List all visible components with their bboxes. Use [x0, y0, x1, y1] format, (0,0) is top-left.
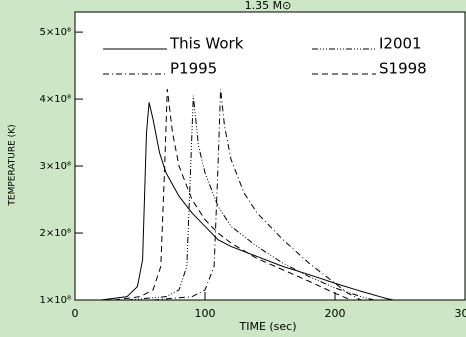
series-line — [126, 95, 375, 301]
series-line — [100, 102, 394, 301]
y-tick-label: 3×10⁸ — [40, 161, 71, 172]
series-line — [113, 88, 349, 301]
legend-label: P1995 — [170, 60, 217, 78]
x-tick-label: 200 — [325, 307, 346, 320]
x-axis-label: TIME (sec) — [238, 320, 296, 333]
legend-label: I2001 — [379, 35, 422, 53]
legend-label: S1998 — [379, 60, 427, 78]
x-tick-label: 300 — [455, 307, 466, 320]
y-tick-label: 4×10⁸ — [40, 94, 71, 105]
chart-title: 1.35 M⊙ — [245, 0, 292, 12]
x-tick-label: 0 — [72, 307, 79, 320]
y-tick-label: 1×10⁸ — [40, 295, 71, 306]
x-tick-label: 100 — [195, 307, 216, 320]
y-tick-label: 5×10⁸ — [40, 27, 71, 38]
plot-frame — [74, 11, 466, 301]
y-tick-label: 2×10⁸ — [40, 228, 71, 239]
legend-label: This Work — [169, 35, 244, 53]
y-axis-label: TEMPERATURE (K) — [8, 124, 18, 206]
series-line — [152, 88, 362, 301]
